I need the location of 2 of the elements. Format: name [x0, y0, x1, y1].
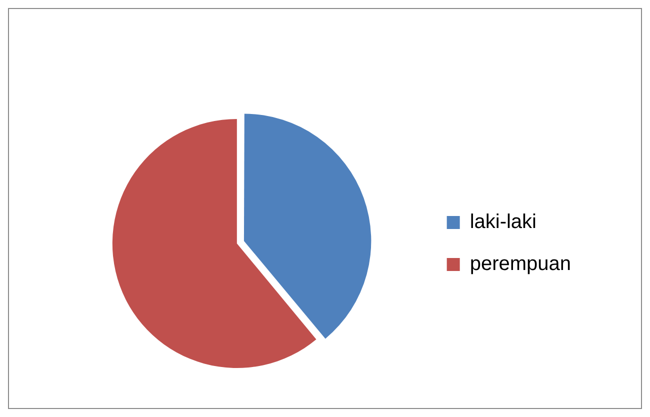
legend-label: laki-laki — [470, 211, 537, 234]
legend-label: perempuan — [470, 253, 572, 276]
